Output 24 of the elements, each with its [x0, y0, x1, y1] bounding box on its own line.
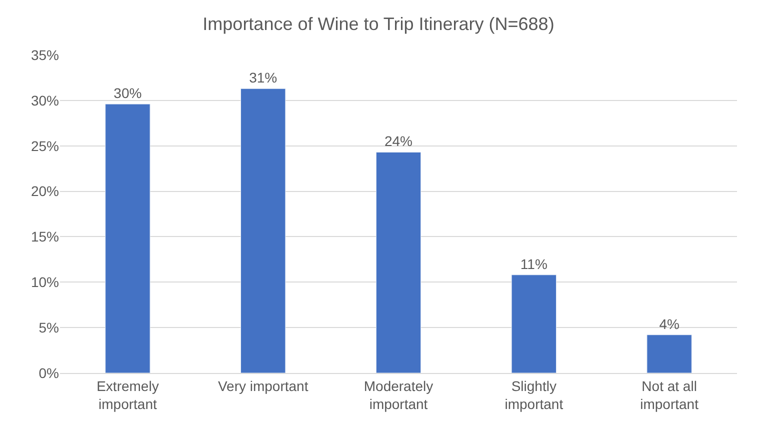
y-tick-label: 10%	[30, 274, 59, 290]
y-tick-label: 30%	[30, 92, 59, 108]
x-tick-label: Very important	[218, 378, 308, 394]
x-tick-label: Moderately important	[364, 378, 434, 412]
data-label: 4%	[659, 316, 680, 332]
y-tick-label: 5%	[38, 319, 59, 336]
data-label: 24%	[384, 133, 413, 150]
bar	[511, 274, 556, 373]
x-tick-label: Slightly important	[504, 378, 564, 412]
chart-title: Importance of Wine to Trip Itinerary (N=688)	[202, 14, 554, 34]
y-tick-label: 20%	[30, 183, 59, 200]
x-tick-label: Extremely important	[96, 378, 159, 412]
bar	[376, 152, 422, 373]
y-tick-label: 15%	[30, 228, 59, 245]
data-label: 31%	[249, 70, 278, 86]
x-tick-label: Not at all important	[640, 378, 699, 412]
bar	[105, 104, 150, 373]
data-label: 30%	[114, 85, 142, 102]
y-tick-label: 35%	[30, 46, 59, 63]
bar	[240, 88, 286, 373]
y-tick-label: 0%	[38, 364, 59, 381]
data-label: 11%	[520, 256, 548, 272]
y-tick-label: 25%	[30, 138, 59, 154]
bar	[646, 334, 692, 373]
